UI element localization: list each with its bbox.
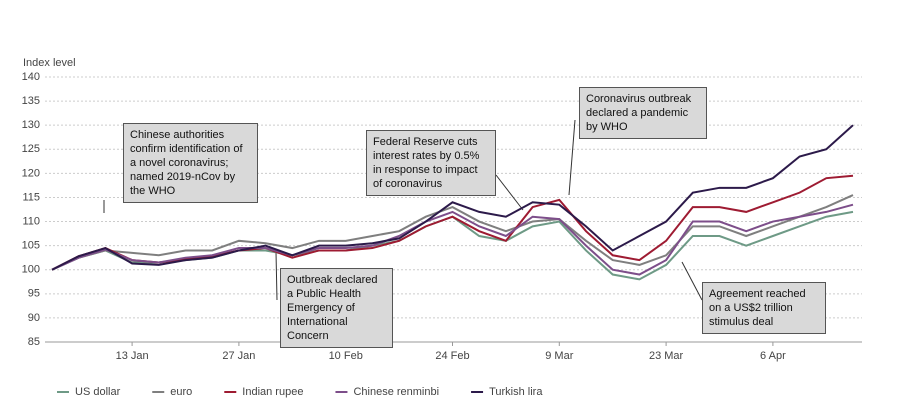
y-axis-label: Index level [23,57,76,69]
y-tick-label: 115 [22,191,40,203]
x-tick-label: 10 Feb [329,350,363,362]
annotation: Agreement reached on a US$2 trillion sti… [702,282,826,334]
annotation: Outbreak declared a Public Health Emerge… [280,268,393,348]
x-tick-label: 6 Apr [760,350,786,362]
y-tick-label: 125 [22,143,40,155]
pointer-line [275,251,278,301]
legend-label: Indian rupee [242,386,303,398]
y-tick-label: 90 [28,312,40,324]
pointer-line [495,174,524,211]
x-tick-label: 27 Jan [222,350,255,362]
pointer-line [681,261,703,301]
x-tick-label: 13 Jan [116,350,149,362]
x-tick-label: 9 Mar [545,350,573,362]
y-tick-label: 95 [28,288,40,300]
y-tick-label: 140 [22,71,40,83]
y-tick-label: 130 [22,119,40,131]
legend-label: Turkish lira [489,386,543,398]
series-line [51,203,854,276]
x-tick-label: 23 Mar [649,350,684,362]
y-tick-label: 105 [22,240,40,252]
legend-label: euro [170,386,192,398]
y-tick-label: 85 [28,336,40,348]
y-tick-label: 135 [22,95,40,107]
x-tick-label: 24 Feb [435,350,469,362]
series-line [51,124,854,271]
y-tick-label: 100 [22,264,40,276]
annotation: Federal Reserve cuts interest rates by 0… [366,130,496,196]
legend-label: Chinese renminbi [353,386,439,398]
annotation: Chinese authorities confirm identificati… [123,123,258,203]
annotation: Coronavirus outbreak declared a pandemic… [579,87,707,139]
y-tick-label: 110 [22,215,40,227]
series-line [51,210,854,281]
pointer-line [568,119,576,196]
y-tick-label: 120 [22,167,40,179]
series-line [51,194,854,271]
legend-label: US dollar [75,386,121,398]
